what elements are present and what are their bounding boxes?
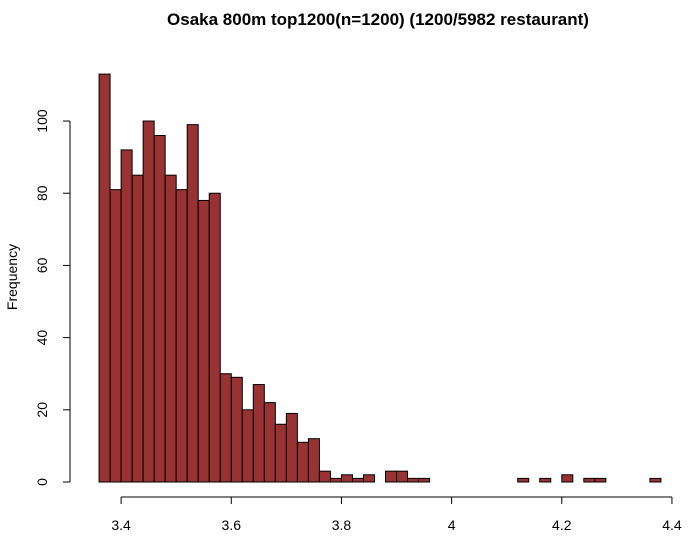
bar — [230, 376, 243, 483]
bar — [583, 477, 596, 483]
y-tick-label: 40 — [34, 330, 50, 346]
bar — [396, 470, 409, 483]
x-tick-label: 4 — [448, 517, 456, 533]
bar — [318, 470, 331, 483]
bar — [241, 409, 254, 483]
bar — [407, 477, 420, 483]
bar — [517, 477, 530, 483]
bar — [186, 124, 199, 483]
bar — [219, 373, 232, 483]
bar — [362, 474, 375, 483]
bar — [385, 470, 398, 483]
bar — [142, 120, 155, 483]
x-tick-label: 3.4 — [111, 517, 131, 533]
bar — [98, 73, 111, 483]
bar — [164, 174, 177, 483]
bar — [351, 477, 364, 483]
bar — [594, 477, 607, 483]
bar — [340, 474, 353, 483]
bar — [153, 134, 166, 483]
bar — [120, 149, 133, 483]
x-tick-label: 4.2 — [552, 517, 572, 533]
bar — [539, 477, 552, 483]
bar — [296, 441, 309, 483]
bar — [263, 402, 276, 483]
x-tick-label: 3.8 — [332, 517, 352, 533]
bar — [197, 199, 210, 483]
bar — [561, 474, 574, 483]
x-tick-label: 4.4 — [662, 517, 682, 533]
x-tick-label: 3.6 — [222, 517, 242, 533]
y-tick-label: 0 — [34, 478, 50, 486]
y-tick-label: 100 — [34, 109, 50, 133]
y-tick-label: 80 — [34, 185, 50, 201]
bar — [131, 174, 144, 483]
bar — [307, 438, 320, 483]
bar — [329, 477, 342, 483]
y-axis-label: Frequency — [4, 244, 20, 310]
bar — [274, 423, 287, 483]
y-tick-label: 60 — [34, 257, 50, 273]
bar — [208, 192, 221, 483]
y-tick-label: 20 — [34, 402, 50, 418]
bar — [418, 477, 431, 483]
bar — [285, 412, 298, 483]
bar — [109, 189, 122, 483]
bar — [175, 189, 188, 483]
chart-title: Osaka 800m top1200(n=1200) (1200/5982 re… — [167, 10, 589, 29]
bar — [252, 384, 265, 483]
bar — [649, 477, 662, 483]
